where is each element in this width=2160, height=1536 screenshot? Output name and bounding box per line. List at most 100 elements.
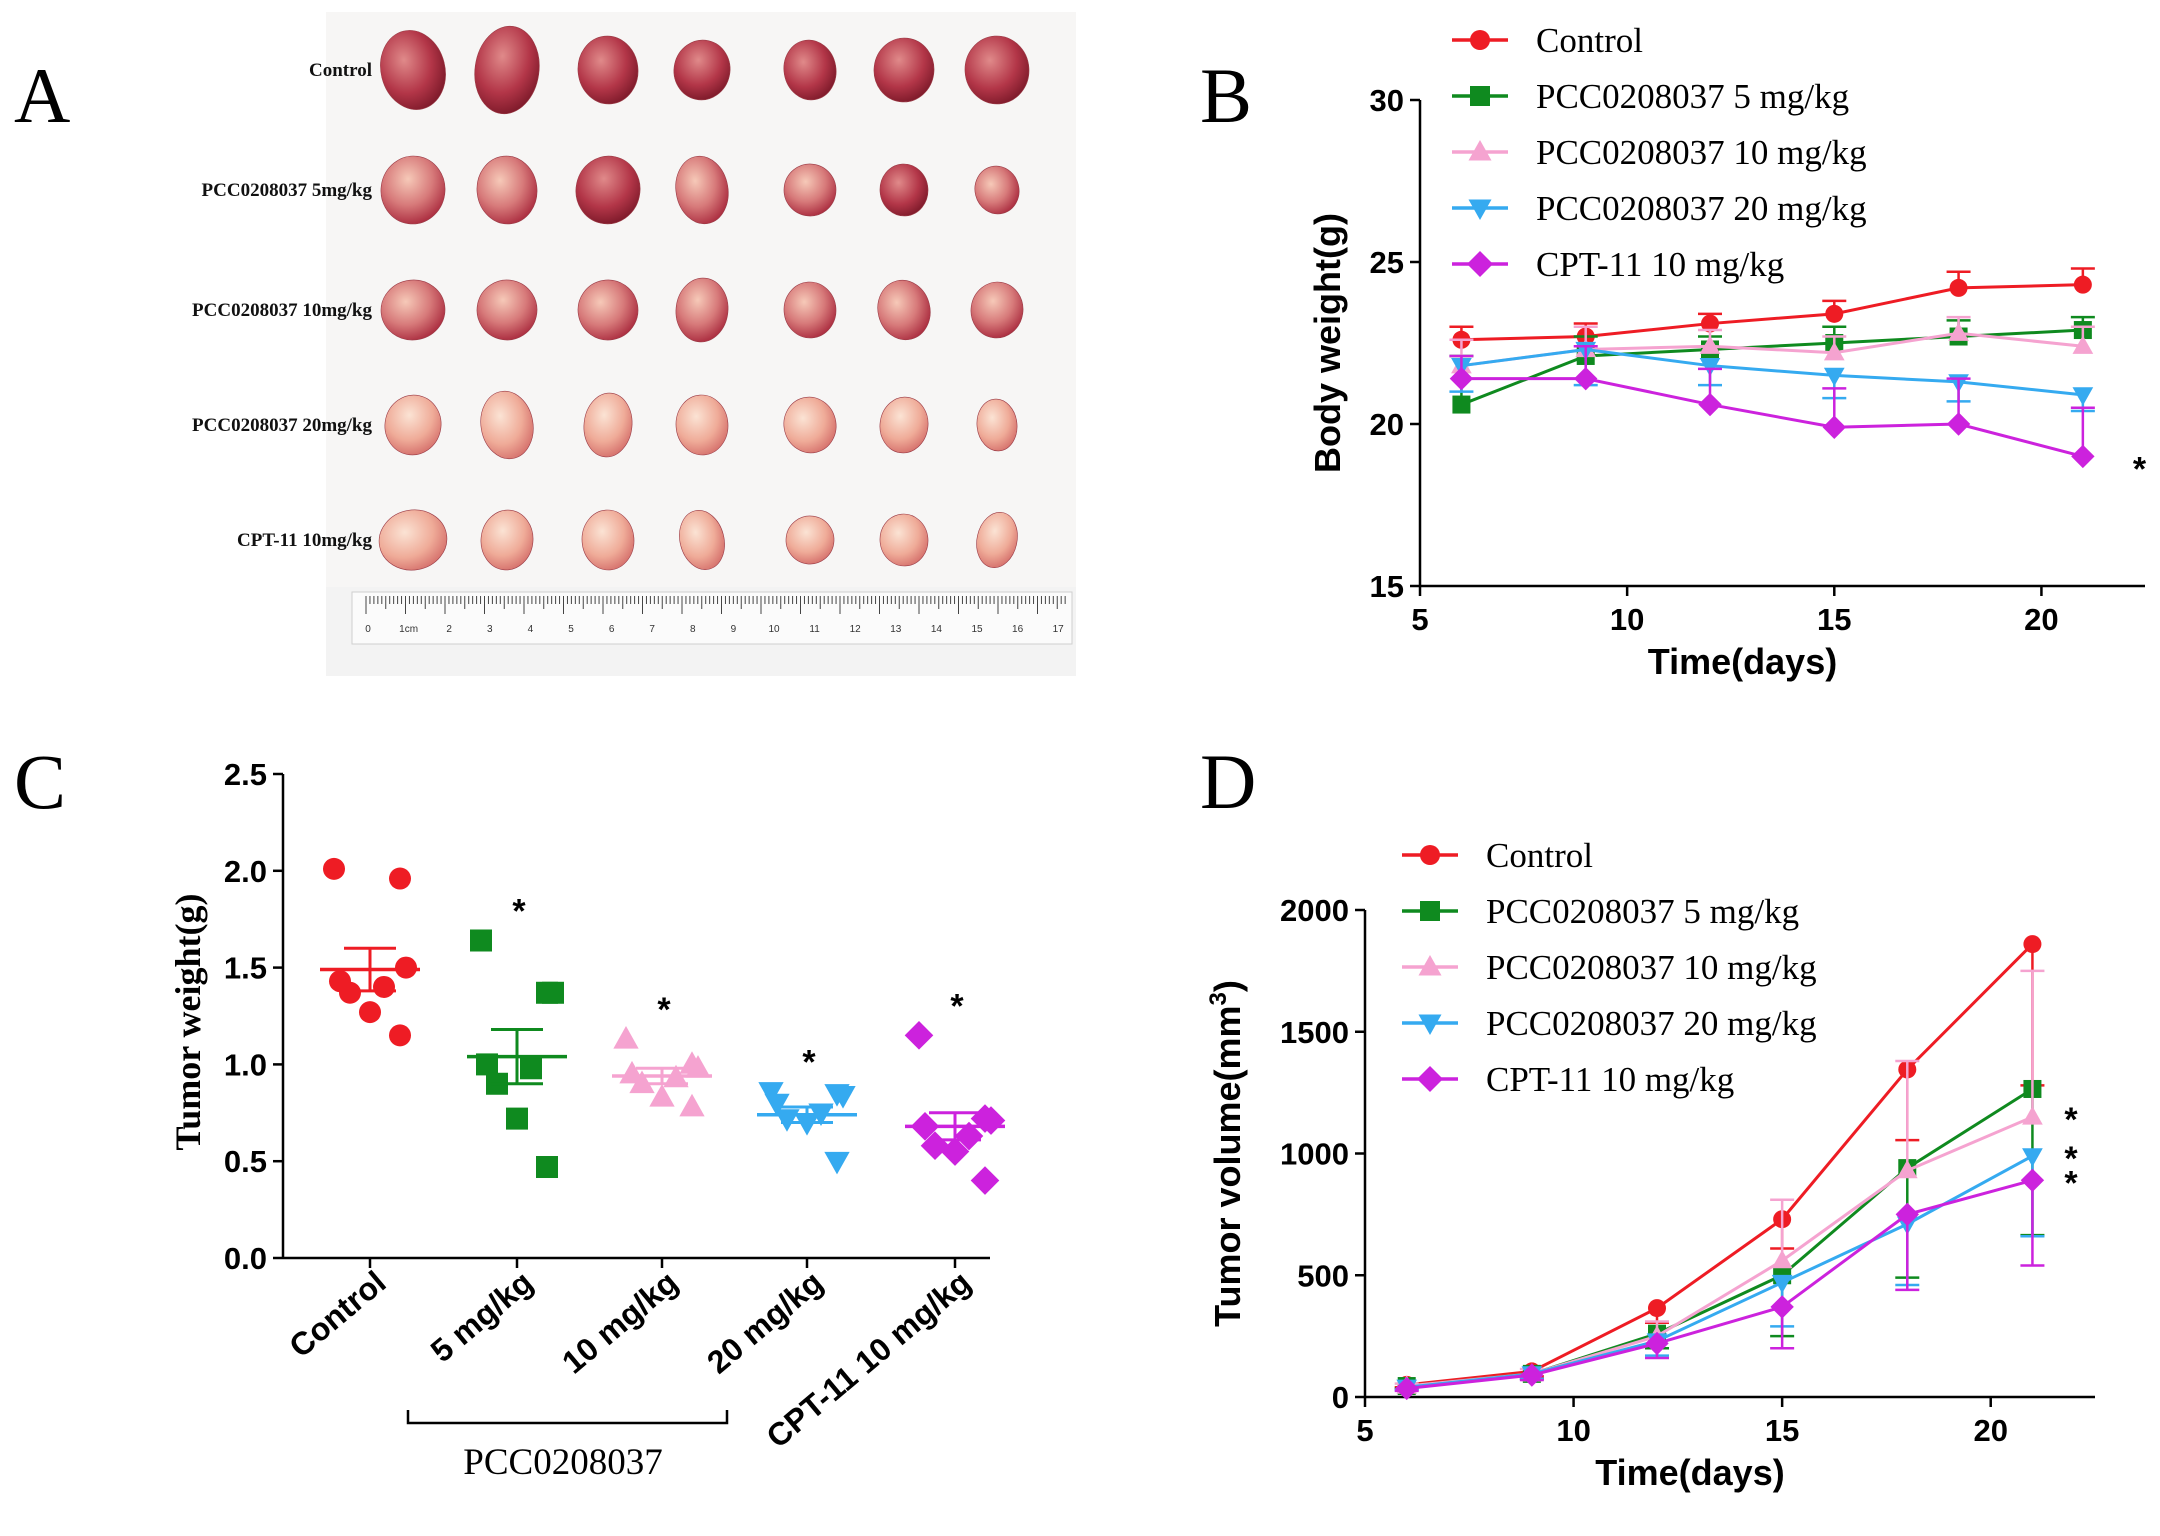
tumor-sample	[783, 396, 837, 454]
data-point	[1699, 335, 1721, 354]
data-point	[1949, 278, 1968, 297]
ruler-label: 17	[1053, 624, 1065, 635]
significance-star: *	[2064, 1101, 2078, 1139]
data-point	[1701, 314, 1719, 333]
data-point	[649, 1084, 675, 1107]
tumor-sample	[675, 394, 729, 456]
x-axis-label: Time(days)	[1648, 641, 1837, 682]
legend-label: Control	[1536, 21, 1643, 60]
ruler-body	[351, 591, 1073, 645]
series-line	[1406, 1178, 2033, 1390]
group-3	[757, 1082, 857, 1175]
data-point	[2022, 1148, 2043, 1167]
photo-row-label: Control	[309, 60, 372, 81]
data-point	[470, 929, 492, 952]
data-point	[323, 857, 345, 880]
significance-star: *	[2133, 450, 2147, 488]
data-point	[339, 981, 361, 1004]
legend-marker	[1417, 1066, 1443, 1092]
data-point	[2072, 335, 2094, 354]
x-tick-label: 20	[2024, 602, 2058, 637]
x-axis-label: Time(days)	[1595, 1452, 1784, 1493]
legend-label: CPT-11 10 mg/kg	[1536, 245, 1784, 284]
y-tick-label: 500	[1297, 1258, 1349, 1293]
y-tick-label: 0	[1332, 1380, 1349, 1415]
group-bracket	[406, 1410, 729, 1425]
legend-label: PCC0208037 10 mg/kg	[1486, 948, 1817, 987]
legend-label: PCC0208037 5 mg/kg	[1486, 892, 1799, 931]
group-4	[904, 1021, 1006, 1195]
data-point	[764, 1093, 790, 1117]
data-point	[1823, 367, 1845, 387]
tumor-sample	[879, 513, 929, 567]
ruler-label: 0	[365, 624, 371, 635]
series-4	[1394, 1168, 2045, 1401]
series-line	[1461, 347, 2084, 397]
data-point	[2072, 387, 2094, 406]
legend-marker	[1420, 901, 1440, 921]
tumor-sample	[785, 515, 835, 565]
data-point	[794, 1113, 820, 1136]
tumor-photograph: Control PCC0208037 5mg/kg PCC0208037 10mg/…	[192, 12, 1076, 676]
tumor-sample	[879, 396, 929, 454]
data-point	[824, 1151, 850, 1175]
tumor-sample	[976, 511, 1018, 569]
photo-row-label: PCC0208037 20mg/kg	[192, 415, 372, 436]
ruler-label: 16	[1012, 624, 1024, 635]
x-tick-label: 20	[1973, 1413, 2007, 1448]
series-line	[1406, 1087, 2034, 1388]
tumor-sample	[783, 281, 837, 339]
tumor-sample	[675, 277, 729, 343]
panel-letter-d: D	[1200, 738, 1256, 825]
tumor-sample	[964, 35, 1030, 105]
tumor-sample	[970, 281, 1024, 339]
data-point	[2073, 275, 2092, 294]
ruler-label: 11	[809, 624, 820, 635]
ruler-label: 14	[931, 624, 943, 635]
group-label: PCC0208037	[463, 1442, 662, 1483]
y-tick-label: 0.0	[224, 1241, 267, 1276]
tumor-sample	[974, 165, 1020, 215]
tumor-sample	[577, 279, 639, 341]
data-point	[389, 1024, 411, 1047]
x-tick-label: 5	[1356, 1413, 1373, 1448]
tumor-sample	[873, 37, 935, 103]
tumor-sample	[380, 279, 446, 341]
tumor-sample	[577, 35, 639, 105]
legend-marker	[1468, 199, 1492, 220]
y-tick-label: 2000	[1280, 893, 1349, 928]
y-tick-label: 25	[1370, 245, 1404, 280]
x-tick-label: 10	[1556, 1413, 1590, 1448]
photo-row-label: PCC0208037 10mg/kg	[192, 300, 372, 321]
x-tick-label: 5	[1411, 602, 1428, 637]
x-tick-label: 15	[1765, 1413, 1799, 1448]
data-point	[1520, 1363, 1544, 1387]
data-point	[395, 956, 417, 979]
y-tick-label: 1000	[1280, 1137, 1349, 1172]
data-point	[679, 1093, 705, 1117]
ruler-label: 13	[890, 624, 902, 635]
series-4	[1449, 344, 2095, 469]
panel-letter-a: A	[14, 52, 70, 139]
series-line	[1406, 943, 2034, 1387]
series-line	[1461, 377, 2084, 458]
panel-letter-b: B	[1200, 52, 1252, 139]
tumor-sample	[675, 155, 729, 225]
data-point	[1822, 415, 1846, 439]
x-tick-label: 10	[1610, 602, 1644, 637]
ruler-label: 9	[731, 624, 737, 635]
y-tick-label: 30	[1370, 83, 1404, 118]
legend-marker	[1470, 86, 1490, 106]
y-tick-label: 0.5	[224, 1144, 267, 1179]
data-point	[613, 1026, 639, 1049]
series-line	[1406, 1154, 2034, 1389]
data-point	[536, 1156, 558, 1179]
legend-marker	[1418, 1014, 1442, 1035]
category-label: 10 mg/kg	[555, 1264, 684, 1381]
y-tick-label: 2.0	[224, 854, 267, 889]
y-tick-label: 20	[1370, 407, 1404, 442]
y-tick-label: 1500	[1280, 1015, 1349, 1050]
group-0	[320, 857, 420, 1047]
significance-star: *	[2064, 1164, 2078, 1202]
photo-row-label: PCC0208037 5mg/kg	[202, 180, 373, 201]
